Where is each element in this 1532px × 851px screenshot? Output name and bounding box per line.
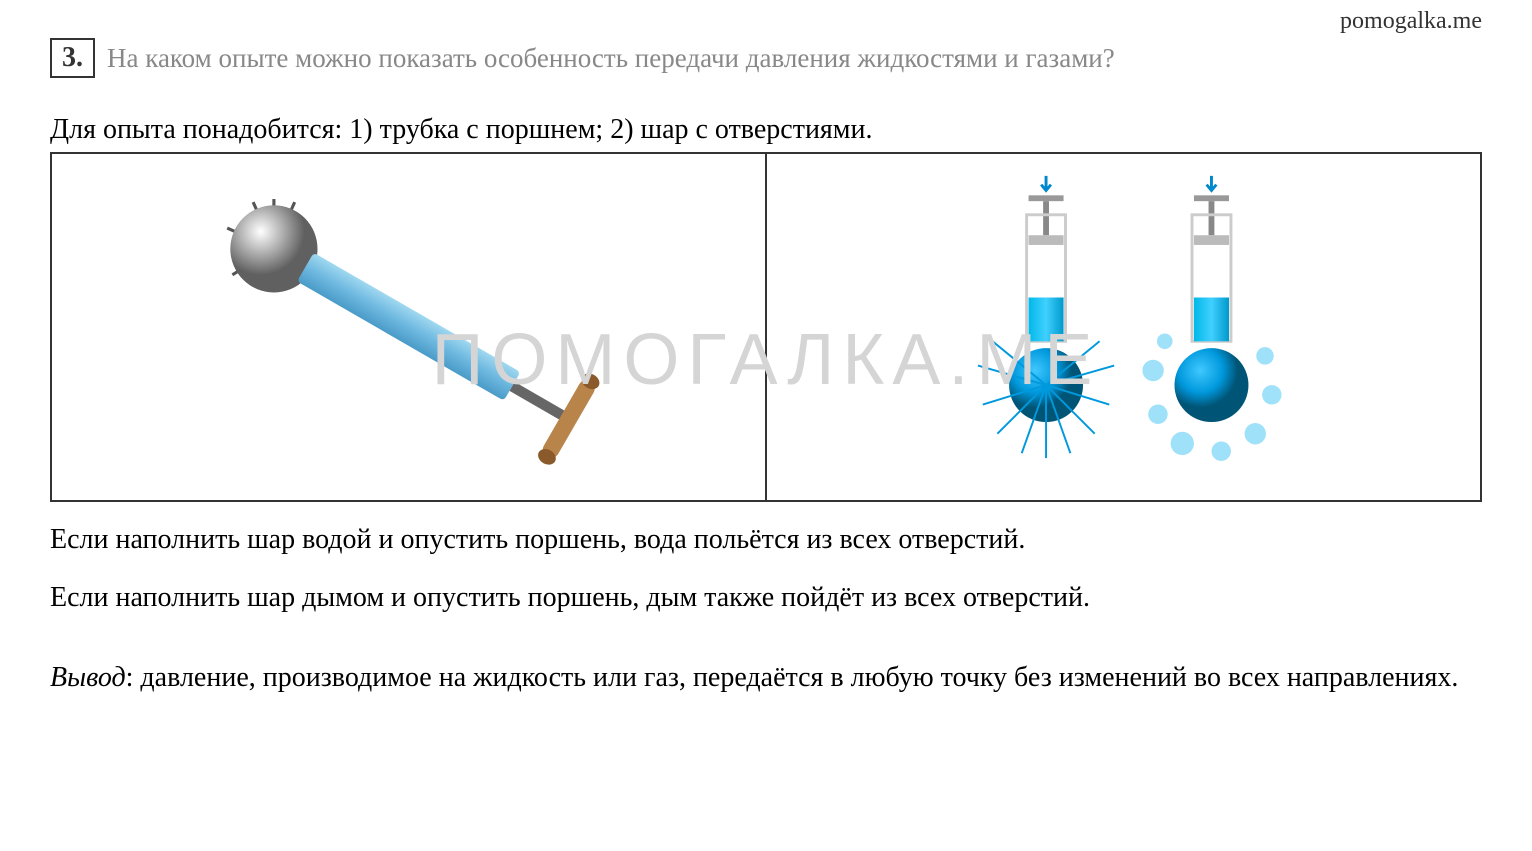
question-row: 3. На каком опыте можно показать особенн…	[50, 38, 1482, 78]
description-line-1: Если наполнить шар водой и опустить порш…	[50, 520, 1482, 560]
pascal-flasks-icon	[910, 171, 1338, 482]
images-table: ПОМОГАЛКА.МЕ	[50, 152, 1482, 502]
pascal-ball-device-icon	[88, 171, 730, 482]
conclusion: Вывод: давление, производимое на жидкост…	[50, 658, 1482, 698]
question-number: 3.	[50, 38, 95, 78]
conclusion-label: Вывод	[50, 662, 126, 693]
conclusion-text: : давление, производимое на жидкость или…	[126, 662, 1459, 693]
description-line-2: Если наполнить шар дымом и опустить порш…	[50, 578, 1482, 618]
source-label: pomogalka.me	[1340, 8, 1482, 35]
image-cell-flasks	[767, 154, 1480, 500]
question-text: На каком опыте можно показать особенност…	[107, 38, 1115, 76]
materials-text: Для опыта понадобится: 1) трубка с поршн…	[50, 114, 1482, 146]
image-cell-device	[52, 154, 767, 500]
